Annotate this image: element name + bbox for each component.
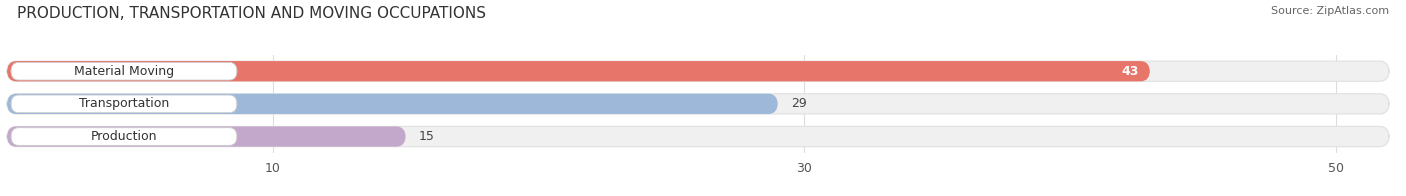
Text: Transportation: Transportation — [79, 97, 169, 110]
Text: PRODUCTION, TRANSPORTATION AND MOVING OCCUPATIONS: PRODUCTION, TRANSPORTATION AND MOVING OC… — [17, 6, 486, 21]
FancyBboxPatch shape — [7, 61, 1389, 81]
FancyBboxPatch shape — [11, 95, 238, 113]
Text: Material Moving: Material Moving — [75, 65, 174, 78]
Text: Source: ZipAtlas.com: Source: ZipAtlas.com — [1271, 6, 1389, 16]
FancyBboxPatch shape — [7, 94, 1389, 114]
Text: 15: 15 — [419, 130, 434, 143]
Text: 43: 43 — [1122, 65, 1139, 78]
FancyBboxPatch shape — [7, 126, 1389, 147]
FancyBboxPatch shape — [7, 94, 778, 114]
FancyBboxPatch shape — [7, 61, 1150, 81]
Text: 29: 29 — [792, 97, 807, 110]
FancyBboxPatch shape — [11, 128, 238, 145]
FancyBboxPatch shape — [7, 126, 406, 147]
Text: Production: Production — [91, 130, 157, 143]
FancyBboxPatch shape — [11, 62, 238, 80]
